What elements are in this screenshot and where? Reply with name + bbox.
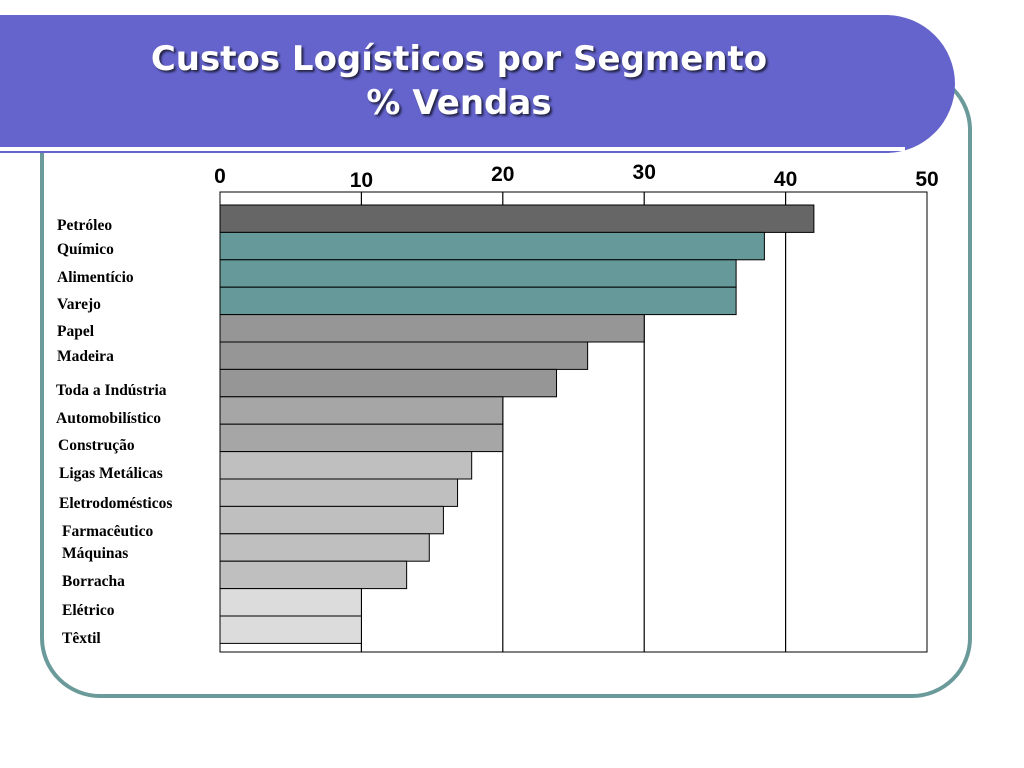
x-tick-label: 0: [214, 165, 226, 188]
x-tick-label: 10: [350, 169, 373, 192]
bar: [219, 314, 645, 343]
category-label: Madeira: [57, 348, 114, 365]
bar: [219, 368, 558, 398]
x-tick-label: 30: [633, 161, 656, 184]
title-line-2: % Vendas: [366, 83, 552, 123]
category-label: Elétrico: [62, 602, 115, 619]
bar: [219, 615, 362, 644]
bar: [219, 588, 362, 617]
bar: [219, 423, 504, 453]
bar: [219, 478, 459, 507]
category-label: Alimentício: [57, 269, 134, 286]
category-label: Máquinas: [62, 545, 128, 562]
category-label: Farmacêutico: [62, 523, 153, 540]
title-underline: [0, 147, 905, 151]
bar: [219, 204, 815, 233]
title-line-1: Custos Logísticos por Segmento: [150, 39, 768, 79]
bar: [219, 396, 504, 425]
bar: [219, 286, 737, 316]
category-label: Borracha: [62, 573, 125, 590]
bar: [219, 259, 737, 288]
category-label: Toda a Indústria: [56, 382, 167, 399]
bar: [219, 341, 589, 370]
bar: [219, 451, 473, 480]
bar: [219, 505, 444, 535]
x-tick-label: 40: [774, 168, 797, 191]
category-label: Químico: [57, 241, 114, 258]
bar: [219, 231, 765, 261]
bar: [219, 533, 430, 562]
category-label: Varejo: [57, 296, 101, 313]
category-label: Petróleo: [57, 217, 112, 234]
category-label: Papel: [57, 323, 95, 340]
bar: [219, 560, 408, 590]
x-tick-label: 50: [915, 168, 938, 191]
category-label: Construção: [58, 437, 135, 454]
slide-title: Custos Logísticos por Segmento % Vendas: [0, 37, 918, 125]
category-label: Ligas Metálicas: [59, 465, 163, 482]
title-band: Custos Logísticos por Segmento % Vendas: [0, 15, 955, 153]
x-tick-label: 20: [491, 163, 514, 186]
category-label: Têxtil: [62, 630, 101, 647]
category-label: Automobilístico: [56, 410, 161, 427]
category-label: Eletrodomésticos: [59, 495, 172, 512]
